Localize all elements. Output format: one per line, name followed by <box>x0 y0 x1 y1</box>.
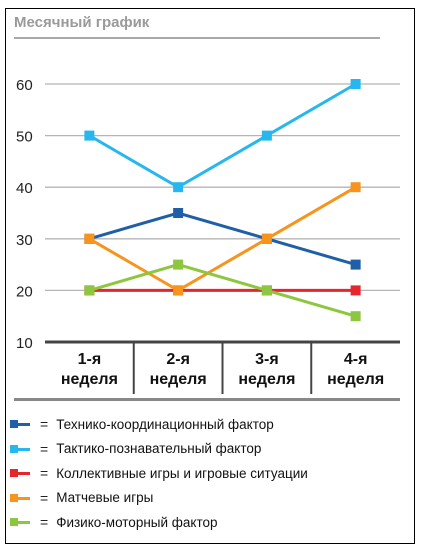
legend-item: = Физико-моторный фактор <box>10 512 218 532</box>
data-point <box>84 233 95 244</box>
data-point <box>350 182 361 193</box>
legend-equals: = <box>40 489 49 506</box>
data-point <box>173 259 184 270</box>
x-category-label: неделя <box>238 371 295 388</box>
legend-label: Технико-координационный фактор <box>56 416 274 432</box>
legend-swatch <box>10 468 34 478</box>
chart-title: Месячный график <box>14 14 150 31</box>
legend-equals: = <box>40 440 49 457</box>
legend-swatch <box>10 493 34 503</box>
x-category-label: неделя <box>61 371 118 388</box>
x-category-label: 1-я <box>78 351 102 368</box>
data-point <box>350 311 361 322</box>
legend-equals: = <box>40 514 49 530</box>
legend-swatch <box>10 419 34 429</box>
legend-swatch <box>10 517 34 527</box>
chart-frame <box>5 8 415 544</box>
x-category-labels: 1-я неделя 2-я неделя 3-я неделя 4-я неделя <box>61 351 384 388</box>
legend-divider <box>14 398 400 401</box>
data-point <box>173 182 184 193</box>
grid-lines <box>45 83 400 394</box>
y-tick-label: 40 <box>16 180 33 197</box>
legend-item: = Матчевые игры <box>10 488 153 508</box>
x-category-label: 4-я <box>344 351 368 368</box>
data-point <box>350 79 361 89</box>
x-category-label: неделя <box>327 371 384 388</box>
data-point <box>261 130 272 141</box>
data-point <box>350 285 361 296</box>
series-line-5 <box>88 263 357 318</box>
legend-label: Коллективные игры и игровые ситуации <box>56 465 308 481</box>
legend-equals: = <box>40 416 49 432</box>
data-point <box>261 285 272 296</box>
title-underline <box>14 37 380 39</box>
y-tick-label: 30 <box>16 232 33 249</box>
x-category-label: 2-я <box>166 351 190 368</box>
y-tick-labels: 10 20 30 40 50 60 <box>16 77 33 352</box>
data-point <box>350 259 361 270</box>
line-chart: 10 20 30 40 50 60 1-я неделя 2-я неделя 3-я неделя… <box>16 77 400 394</box>
data-point <box>173 285 184 296</box>
legend-item: = Технико-координационный фактор <box>10 414 274 434</box>
series-lines <box>84 79 361 322</box>
data-point <box>173 208 184 218</box>
x-category-label: неделя <box>150 371 207 388</box>
y-tick-label: 50 <box>16 129 33 146</box>
data-point <box>84 130 95 141</box>
y-tick-label: 60 <box>16 77 33 94</box>
legend-label: Физико-моторный фактор <box>56 514 218 530</box>
x-category-label: 3-я <box>255 351 279 368</box>
y-tick-label: 10 <box>16 335 33 352</box>
legend-swatch <box>10 444 34 454</box>
legend-equals: = <box>40 465 49 481</box>
series-line-4 <box>88 185 357 293</box>
y-tick-label: 20 <box>16 283 33 300</box>
series-line-1 <box>88 211 357 267</box>
legend-label: Матчевые игры <box>56 490 154 505</box>
data-point <box>84 285 95 296</box>
data-point <box>261 233 272 244</box>
legend-item: = Тактико-познавательный фактор <box>10 439 261 459</box>
series-line-2 <box>88 82 357 189</box>
legend-item: = Коллективные игры и игровые ситуации <box>10 463 308 483</box>
legend-label: Тактико-познавательный фактор <box>56 441 262 456</box>
